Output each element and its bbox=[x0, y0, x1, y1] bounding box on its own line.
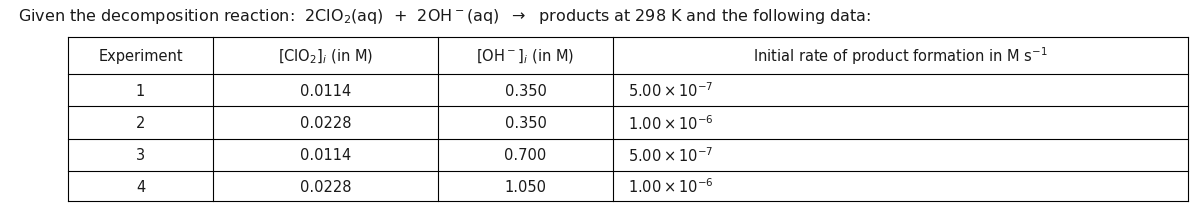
Text: 3: 3 bbox=[136, 148, 145, 163]
Text: Experiment: Experiment bbox=[98, 49, 182, 64]
Text: $1.00\times10^{-6}$: $1.00\times10^{-6}$ bbox=[628, 177, 714, 195]
Text: 2: 2 bbox=[136, 115, 145, 130]
Text: $1.00\times10^{-6}$: $1.00\times10^{-6}$ bbox=[628, 114, 714, 132]
Text: $[\mathrm{OH^-}]_i\ \mathrm{(in\ M)}$: $[\mathrm{OH^-}]_i\ \mathrm{(in\ M)}$ bbox=[476, 47, 575, 65]
Text: 0.0114: 0.0114 bbox=[300, 83, 352, 98]
Text: 1.050: 1.050 bbox=[504, 179, 546, 194]
Text: 0.350: 0.350 bbox=[504, 115, 546, 130]
Text: Given the decomposition reaction:  $2\mathrm{ClO_2(aq)}$  $+$  $\mathrm{2OH^-(aq: Given the decomposition reaction: $2\mat… bbox=[18, 7, 871, 26]
Text: 0.0114: 0.0114 bbox=[300, 148, 352, 163]
Text: 0.0228: 0.0228 bbox=[300, 179, 352, 194]
Text: 4: 4 bbox=[136, 179, 145, 194]
Text: 0.350: 0.350 bbox=[504, 83, 546, 98]
Text: 1: 1 bbox=[136, 83, 145, 98]
Text: $5.00\times10^{-7}$: $5.00\times10^{-7}$ bbox=[628, 81, 714, 100]
Text: $5.00\times10^{-7}$: $5.00\times10^{-7}$ bbox=[628, 146, 714, 165]
Text: 0.0228: 0.0228 bbox=[300, 115, 352, 130]
Text: $[\mathrm{ClO_2}]_i\ \mathrm{(in\ M)}$: $[\mathrm{ClO_2}]_i\ \mathrm{(in\ M)}$ bbox=[278, 47, 373, 65]
Text: 0.700: 0.700 bbox=[504, 148, 547, 163]
Text: Initial rate of product formation in M s$^{-1}$: Initial rate of product formation in M s… bbox=[754, 46, 1048, 67]
